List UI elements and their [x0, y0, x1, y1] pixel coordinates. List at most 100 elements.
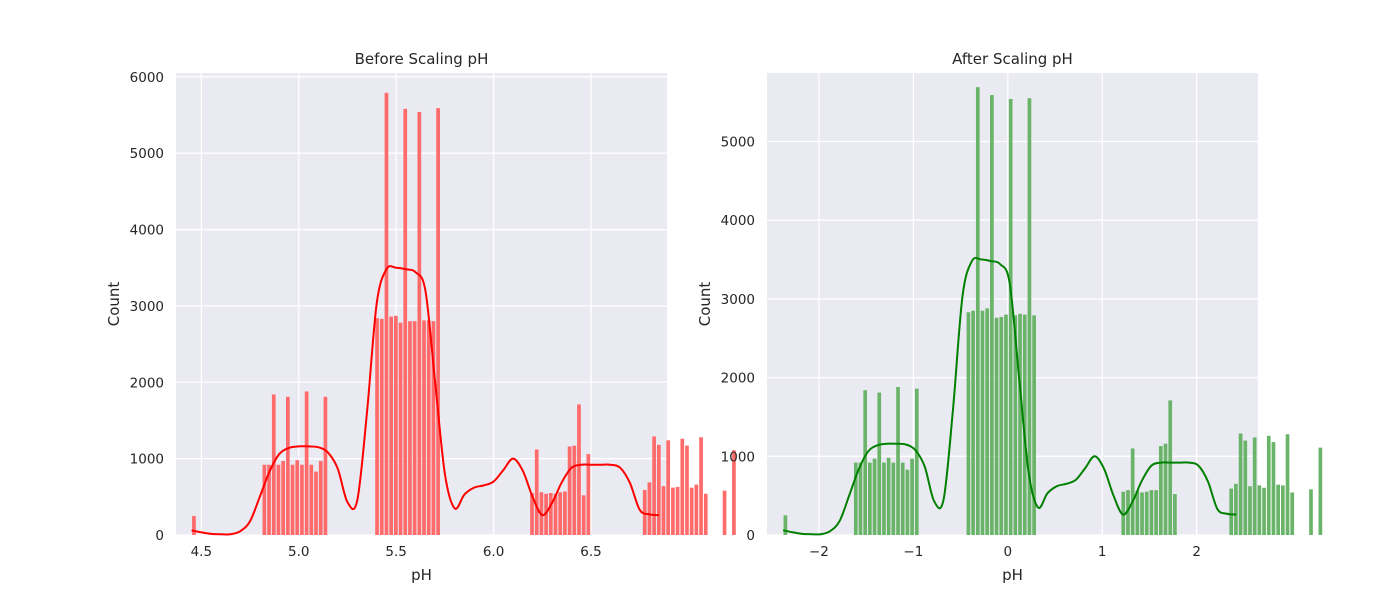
before-histogram-bar: [661, 486, 666, 535]
after-x-tick-label: 2: [1192, 544, 1201, 560]
after-y-tick-label: 3000: [721, 292, 755, 308]
before-histogram-bar: [379, 318, 384, 535]
after-histogram-bar: [1243, 440, 1248, 535]
before-histogram-bar: [389, 316, 394, 535]
before-histogram-bar: [375, 318, 379, 535]
right-histogram-panel: −2 −1 0 1 2 0 1000 2000 3000 4000 5000 After Scalin…: [696, 50, 1323, 584]
after-histogram-bar: [980, 310, 985, 535]
after-histogram-bar: [971, 310, 975, 535]
before-histogram-bar: [286, 396, 290, 535]
before-x-tick-label: 6.5: [580, 544, 601, 560]
before-y-tick-label: 2000: [130, 375, 164, 391]
after-histogram-bar: [1140, 492, 1144, 535]
after-histogram-bar: [1126, 490, 1130, 535]
before-x-tick-label: 4.5: [191, 544, 212, 560]
before-histogram-bar: [267, 464, 271, 535]
after-histogram-bar: [1285, 434, 1290, 535]
after-x-tick-label: −1: [903, 544, 923, 560]
before-histogram-bar: [558, 492, 563, 535]
before-histogram-bar: [398, 322, 403, 535]
after-x-tick-label: 1: [1098, 544, 1107, 560]
before-histogram-bar: [563, 491, 567, 535]
before-histogram-bar: [192, 515, 196, 535]
after-histogram-bar: [1168, 400, 1173, 535]
before-y-tick-label: 3000: [130, 299, 164, 315]
before-y-axis-label: Count: [105, 282, 123, 327]
after-histogram-bar: [1276, 484, 1280, 535]
before-x-axis-label: pH: [411, 566, 432, 584]
before-histogram-bar: [553, 493, 558, 535]
before-y-tick-label: 6000: [130, 70, 164, 86]
before-histogram-bar: [304, 391, 309, 535]
before-histogram-bar: [694, 484, 699, 535]
before-histogram-bar: [647, 482, 652, 535]
after-histogram-bar: [872, 458, 877, 535]
after-histogram-bar: [1149, 490, 1154, 535]
before-histogram-bar: [309, 464, 314, 535]
after-histogram-bar: [1238, 433, 1243, 535]
before-histogram-bar: [722, 490, 727, 535]
before-histogram-bar: [680, 438, 685, 535]
after-histogram-bar: [900, 462, 905, 535]
before-histogram-bar: [290, 464, 295, 535]
after-histogram-bar: [858, 462, 863, 535]
after-histogram-bar: [891, 462, 896, 535]
before-histogram-bar: [323, 396, 328, 535]
before-histogram-bar: [586, 454, 591, 535]
after-histogram-bar: [1262, 487, 1266, 535]
after-histogram-bar: [1257, 485, 1262, 535]
before-x-tick-label: 5.5: [385, 544, 406, 560]
after-histogram-bar: [1022, 314, 1027, 535]
before-x-tick-label: 6.0: [483, 544, 504, 560]
after-histogram-bar: [1121, 491, 1126, 535]
before-histogram-bar: [295, 460, 300, 535]
after-histogram-bar: [999, 316, 1004, 535]
after-histogram-bar: [914, 388, 919, 535]
after-histogram-bar: [1027, 98, 1032, 535]
after-histogram-bar: [1234, 483, 1238, 535]
after-histogram-bar: [1154, 490, 1158, 535]
before-histogram-bar: [314, 471, 318, 535]
after-histogram-bar: [1144, 491, 1149, 535]
after-histogram-bar: [1290, 492, 1295, 535]
after-histogram-bar: [966, 312, 971, 535]
after-histogram-bar: [1252, 437, 1257, 535]
after-histogram-bar: [1318, 447, 1323, 535]
after-histogram-bar: [863, 390, 868, 535]
before-histogram-bar: [318, 460, 323, 535]
left-histogram-panel: 4.5 5.0 5.5 6.0 6.5 0 1000 2000 3000 4000 5000 6000…: [105, 50, 736, 584]
after-x-tick-label: 0: [1003, 544, 1012, 560]
before-histogram-bar: [671, 487, 675, 535]
after-histogram-bar: [1266, 435, 1271, 535]
before-histogram-bar: [567, 446, 572, 535]
before-histogram-bar: [577, 404, 581, 535]
before-histogram-bar: [689, 487, 694, 535]
before-y-tick-label: 1000: [130, 452, 164, 468]
after-y-axis-label: Count: [696, 282, 714, 327]
after-histogram-bar: [1008, 98, 1013, 535]
after-histogram-bar: [994, 317, 999, 535]
after-histogram-bar: [975, 87, 980, 535]
after-histogram-bar: [868, 462, 872, 535]
before-histogram-bar: [699, 437, 703, 535]
after-histogram-bar: [990, 95, 994, 535]
after-histogram-bar: [1271, 442, 1276, 535]
before-histogram-bar: [703, 493, 708, 535]
before-histogram-bar: [262, 464, 267, 535]
after-histogram-bar: [1130, 448, 1135, 535]
after-histogram-bar: [1280, 485, 1285, 535]
before-histogram-bar: [276, 464, 281, 535]
after-chart-title: After Scaling pH: [952, 50, 1073, 68]
before-histogram-bar: [534, 449, 539, 535]
after-histogram-bar: [905, 469, 910, 535]
after-histogram-bar: [985, 308, 990, 535]
after-histogram-bar: [1163, 443, 1168, 535]
before-histogram-bar: [685, 445, 689, 535]
after-histogram-bar: [1158, 446, 1163, 535]
before-y-tick-label: 4000: [130, 223, 164, 239]
after-y-tick-label: 4000: [721, 213, 755, 229]
after-y-tick-label: 5000: [721, 134, 755, 150]
after-histogram-bar: [910, 458, 914, 535]
after-histogram-bar: [1004, 314, 1008, 535]
after-histogram-bar: [1173, 494, 1177, 535]
